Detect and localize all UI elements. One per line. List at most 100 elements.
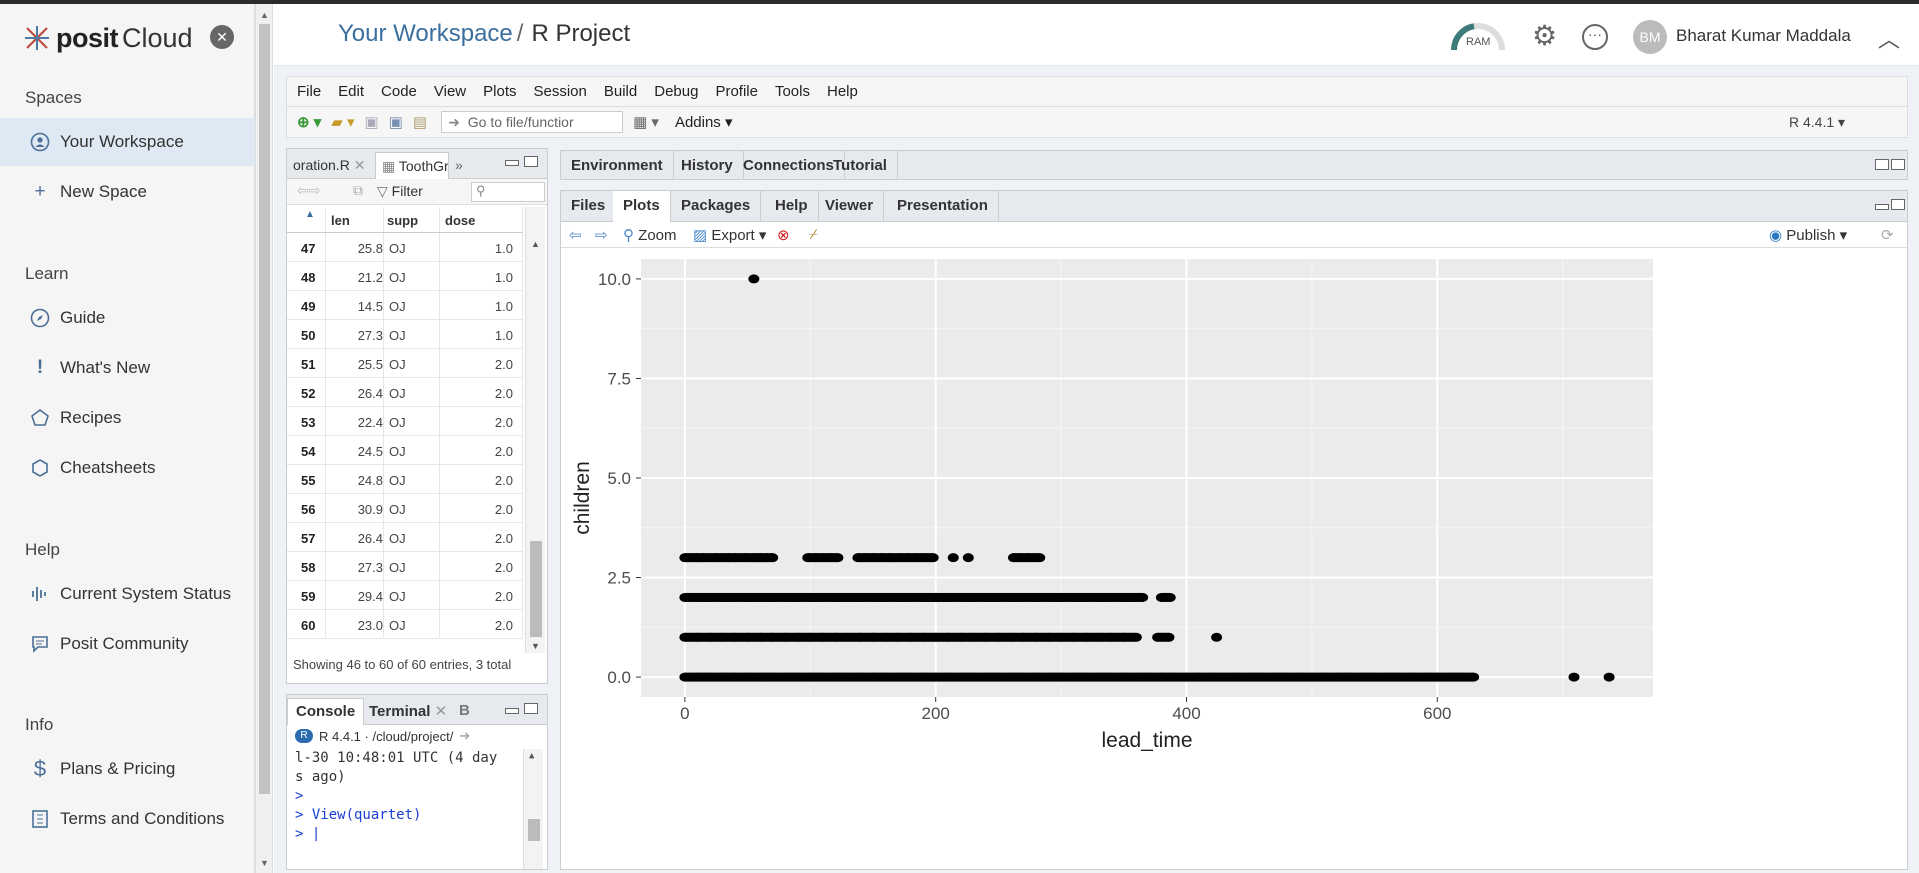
console-scrollbar[interactable]: ▲ bbox=[523, 749, 543, 869]
gear-icon[interactable]: ⚙ bbox=[1532, 20, 1558, 51]
menu-help[interactable]: Help bbox=[827, 83, 858, 100]
column-header-dose[interactable]: dose bbox=[445, 213, 476, 228]
menu-debug[interactable]: Debug bbox=[654, 83, 699, 100]
menu-code[interactable]: Code bbox=[381, 83, 417, 100]
maximize-console-icon[interactable] bbox=[524, 703, 538, 714]
scroll-down-icon[interactable]: ▼ bbox=[260, 858, 269, 868]
data-point-band bbox=[1048, 632, 1062, 642]
scroll-up-icon[interactable]: ▲ bbox=[529, 751, 535, 761]
tab-presentation[interactable]: Presentation bbox=[887, 191, 999, 222]
column-header-len[interactable]: len bbox=[331, 213, 350, 228]
sidebar-item-plans[interactable]: $ Plans & Pricing bbox=[0, 745, 255, 793]
go-to-file-input[interactable]: ➜ Go to file/functior bbox=[441, 111, 624, 133]
scrollbar-thumb[interactable] bbox=[259, 24, 270, 794]
tab-connections[interactable]: Connections bbox=[733, 151, 845, 180]
menu-view[interactable]: View bbox=[433, 83, 467, 100]
sidebar-item-system-status[interactable]: Current System Status bbox=[0, 570, 255, 618]
tab-files[interactable]: Files bbox=[561, 191, 617, 222]
sidebar-item-your-workspace[interactable]: Your Workspace bbox=[0, 118, 255, 166]
data-point-band bbox=[684, 592, 698, 602]
sidebar-item-cheatsheets[interactable]: Cheatsheets bbox=[0, 444, 255, 492]
menu-build[interactable]: Build bbox=[603, 83, 638, 100]
data-search-input[interactable]: ⚲ bbox=[471, 182, 545, 202]
zoom-button[interactable]: ⚲ Zoom bbox=[623, 226, 677, 244]
menu-edit[interactable]: Edit bbox=[338, 83, 365, 100]
remove-plot-icon[interactable]: ⊗ bbox=[777, 227, 790, 244]
sidebar-item-terms[interactable]: Terms and Conditions bbox=[0, 795, 255, 843]
sidebar-item-guide[interactable]: Guide bbox=[0, 294, 255, 342]
breadcrumb-workspace-link[interactable]: Your Workspace bbox=[338, 20, 513, 47]
menu-profile[interactable]: Profile bbox=[715, 83, 758, 100]
clear-plots-broom-icon[interactable]: ⌿ bbox=[809, 226, 819, 243]
save-icon[interactable]: ▣ bbox=[364, 114, 379, 131]
open-folder-icon[interactable]: ▰ ▾ bbox=[331, 114, 355, 131]
table-scrollbar[interactable]: ▲ ▼ bbox=[525, 207, 545, 653]
console-output[interactable]: l-30 10:48:01 UTC (4 day s ago) > > View… bbox=[295, 749, 521, 844]
tab-toothgrowth[interactable]: ▦ ToothGro bbox=[375, 152, 449, 179]
new-file-icon[interactable]: ⊕ ▾ bbox=[297, 114, 322, 131]
tab-terminal[interactable]: Terminal ✕ bbox=[369, 702, 447, 720]
export-button[interactable]: ▨ Export ▾ bbox=[693, 227, 767, 244]
posit-logo[interactable]: posit Cloud bbox=[24, 20, 193, 56]
close-tab-icon[interactable]: ✕ bbox=[353, 157, 366, 173]
avatar[interactable]: BM bbox=[1633, 20, 1667, 54]
publish-button[interactable]: ◉ Publish ▾ bbox=[1769, 227, 1848, 244]
sidebar-item-new-space[interactable]: + New Space bbox=[0, 168, 255, 216]
tab-background-jobs[interactable]: B bbox=[459, 702, 470, 719]
table-row: 60 23.0 OJ 2.0 bbox=[287, 610, 523, 639]
close-sidebar-icon[interactable]: ✕ bbox=[210, 25, 234, 49]
next-plot-icon[interactable]: ⇨ bbox=[595, 227, 608, 244]
tab-tutorial[interactable]: Tutorial bbox=[823, 151, 898, 180]
scrollbar-thumb[interactable] bbox=[530, 541, 542, 637]
menu-session[interactable]: Session bbox=[533, 83, 587, 100]
print-icon[interactable]: ▤ bbox=[412, 114, 428, 131]
tab-exploration-r[interactable]: oration.R ✕ bbox=[287, 152, 371, 179]
more-tabs-icon[interactable]: » bbox=[455, 157, 463, 173]
maximize-pane-icon[interactable] bbox=[1891, 159, 1905, 170]
filter-button[interactable]: ▽ Filter bbox=[377, 183, 423, 200]
restore-pane-icon[interactable] bbox=[1891, 199, 1905, 210]
sort-all-icon[interactable]: ▲ bbox=[305, 209, 315, 220]
console-line: l-30 10:48:01 UTC (4 day bbox=[295, 750, 498, 766]
scroll-down-icon[interactable]: ▼ bbox=[531, 641, 540, 651]
chevron-up-icon[interactable]: ︿ bbox=[1878, 27, 1901, 52]
scroll-up-icon[interactable]: ▲ bbox=[260, 10, 269, 20]
ram-gauge[interactable]: RAM bbox=[1448, 18, 1508, 54]
maximize-pane-icon[interactable] bbox=[524, 156, 538, 167]
minimize-pane-icon[interactable] bbox=[505, 160, 519, 166]
tab-label: oration.R bbox=[293, 157, 350, 173]
close-tab-icon[interactable]: ✕ bbox=[434, 703, 448, 720]
sidebar-item-recipes[interactable]: Recipes bbox=[0, 394, 255, 442]
r-version-menu[interactable]: R 4.4.1 ▾ bbox=[1789, 114, 1846, 130]
console-input[interactable]: > | bbox=[295, 826, 321, 842]
menu-tools[interactable]: Tools bbox=[774, 83, 810, 100]
scrollbar-thumb[interactable] bbox=[528, 819, 540, 841]
tab-console[interactable]: Console bbox=[287, 698, 365, 725]
tab-environment[interactable]: Environment bbox=[561, 151, 674, 180]
tab-viewer[interactable]: Viewer bbox=[815, 191, 885, 222]
tab-help[interactable]: Help bbox=[765, 191, 819, 222]
back-arrow-icon[interactable]: ⇦⇨ bbox=[297, 182, 321, 198]
save-all-icon[interactable]: ▣ bbox=[388, 114, 403, 131]
user-name[interactable]: Bharat Kumar Maddala bbox=[1676, 26, 1851, 45]
popout-icon[interactable]: ⧉ bbox=[353, 182, 363, 198]
sidebar-item-whats-new[interactable]: ! What's New bbox=[0, 344, 255, 392]
previous-plot-icon[interactable]: ⇦ bbox=[569, 227, 582, 244]
menu-file[interactable]: File bbox=[297, 83, 322, 100]
minimize-pane-icon[interactable] bbox=[1875, 204, 1889, 210]
menu-plots[interactable]: Plots bbox=[483, 83, 517, 100]
restore-pane-icon[interactable] bbox=[1875, 159, 1889, 170]
column-header-supp[interactable]: supp bbox=[387, 213, 419, 228]
go-to-dir-icon[interactable]: ➜ bbox=[459, 728, 471, 743]
sidebar-scrollbar[interactable]: ▲ ▼ bbox=[255, 4, 273, 873]
grid-layout-icon[interactable]: ▦ ▾ bbox=[633, 114, 659, 131]
tab-history[interactable]: History bbox=[671, 151, 744, 180]
minimize-console-icon[interactable] bbox=[505, 708, 519, 714]
addins-menu[interactable]: Addins ▾ bbox=[674, 114, 733, 131]
tab-plots[interactable]: Plots bbox=[613, 191, 671, 222]
more-options-icon[interactable]: ··· bbox=[1582, 24, 1608, 50]
sidebar-item-community[interactable]: Posit Community bbox=[0, 620, 255, 668]
tab-packages[interactable]: Packages bbox=[671, 191, 762, 222]
scroll-up-icon[interactable]: ▲ bbox=[531, 239, 540, 249]
refresh-icon[interactable]: ⟳ bbox=[1881, 227, 1894, 244]
